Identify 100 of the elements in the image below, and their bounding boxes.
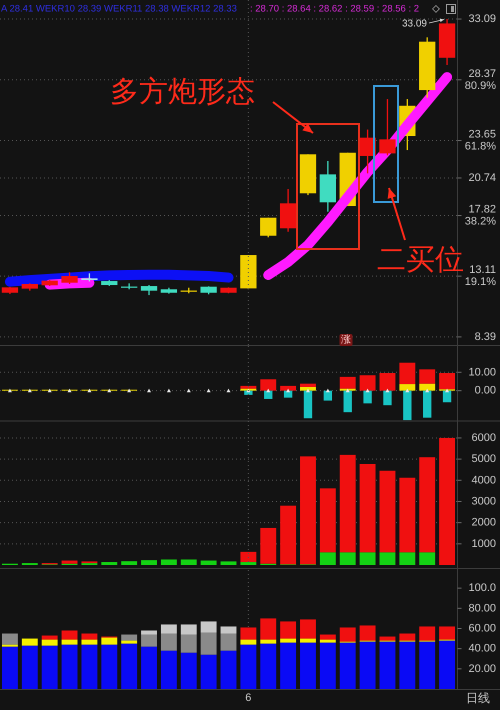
bar bbox=[320, 640, 336, 643]
y-tick-label: 0.00 bbox=[474, 384, 496, 397]
annotation: A 28.41 WEKR10 28.39 WEKR11 28.38 WEKR12 28.33 bbox=[1, 4, 237, 14]
bar bbox=[240, 552, 256, 562]
bar bbox=[399, 362, 416, 384]
y-tick-label: 1000 bbox=[472, 538, 496, 550]
bar bbox=[300, 384, 316, 387]
bar bbox=[240, 640, 256, 645]
bar bbox=[200, 632, 217, 655]
bar bbox=[280, 638, 296, 643]
bar bbox=[340, 627, 356, 642]
bar bbox=[260, 379, 276, 391]
bar bbox=[320, 488, 336, 552]
bar bbox=[380, 552, 396, 565]
bar bbox=[399, 634, 416, 641]
bar bbox=[160, 634, 177, 651]
candlestick bbox=[260, 217, 276, 238]
candlestick bbox=[61, 272, 78, 285]
bar bbox=[42, 636, 58, 640]
bar bbox=[220, 650, 236, 689]
bar bbox=[439, 373, 456, 390]
bar bbox=[141, 646, 157, 689]
bar bbox=[22, 638, 38, 646]
bar bbox=[380, 636, 396, 641]
y-tick-label: 60.00 bbox=[468, 622, 496, 634]
bar bbox=[419, 384, 436, 391]
bar bbox=[101, 562, 118, 565]
bar bbox=[160, 624, 177, 634]
y-tick-label: 5000 bbox=[472, 453, 496, 466]
bar bbox=[439, 640, 456, 689]
bar bbox=[101, 644, 118, 689]
bar bbox=[180, 634, 197, 653]
bar bbox=[121, 644, 138, 689]
bar bbox=[260, 640, 276, 644]
bar bbox=[180, 559, 197, 565]
bar bbox=[320, 634, 336, 640]
bar bbox=[399, 642, 416, 689]
bar bbox=[160, 650, 177, 689]
bar bbox=[22, 646, 38, 689]
y-tick-label: 17.82 38.2% bbox=[464, 204, 496, 228]
bar bbox=[62, 644, 78, 689]
bar bbox=[360, 552, 376, 565]
bar bbox=[121, 640, 138, 644]
bar bbox=[240, 627, 256, 640]
bar bbox=[304, 390, 312, 418]
bar bbox=[220, 626, 236, 634]
y-tick-label: 3000 bbox=[472, 495, 496, 508]
bar bbox=[260, 528, 276, 564]
bar bbox=[42, 640, 58, 646]
bar bbox=[399, 384, 416, 391]
y-tick-label: 20.74 bbox=[468, 172, 496, 184]
bar bbox=[300, 619, 316, 639]
y-tick-label: 8.39 bbox=[474, 330, 496, 343]
y-tick-label: 6000 bbox=[472, 432, 496, 444]
bar bbox=[419, 369, 436, 384]
bar bbox=[2, 646, 18, 689]
bar bbox=[81, 644, 98, 689]
y-tick-label: 20.00 bbox=[468, 662, 496, 675]
bar bbox=[280, 621, 296, 639]
bar bbox=[2, 634, 18, 645]
annotation: : 28.70 : 28.64 : 28.62 : 28.59 : 28.56 : 2 bbox=[250, 4, 420, 14]
bar bbox=[340, 376, 356, 389]
x-tick-label: 6 bbox=[245, 692, 252, 704]
bar bbox=[383, 390, 392, 406]
bar bbox=[300, 642, 316, 689]
bar bbox=[300, 386, 316, 391]
bar bbox=[380, 373, 396, 391]
bar bbox=[81, 634, 98, 640]
bar bbox=[280, 386, 296, 391]
bar bbox=[399, 552, 416, 565]
bar bbox=[320, 552, 336, 565]
bar bbox=[180, 652, 197, 689]
bar bbox=[121, 634, 138, 641]
bar bbox=[320, 642, 336, 689]
bar bbox=[200, 621, 217, 633]
bar bbox=[419, 552, 436, 565]
y-tick-label: 10.00 bbox=[468, 366, 496, 378]
y-tick-label: 40.00 bbox=[468, 642, 496, 655]
bar bbox=[419, 642, 436, 689]
bar bbox=[280, 642, 296, 689]
bar bbox=[180, 624, 197, 635]
bar bbox=[260, 644, 276, 689]
y-tick-label: 28.37 80.9% bbox=[464, 68, 496, 92]
y-tick-label: 33.09 bbox=[468, 13, 496, 26]
bar bbox=[360, 464, 376, 552]
bar bbox=[340, 454, 356, 552]
bar bbox=[62, 630, 78, 640]
bar bbox=[121, 561, 138, 565]
annotation: ◇ bbox=[432, 4, 440, 14]
y-tick-label: 13.11 19.1% bbox=[464, 264, 496, 288]
y-tick-label: 2000 bbox=[472, 516, 496, 529]
y-tick-label: 4000 bbox=[472, 474, 496, 486]
annotation: 二买位 bbox=[377, 244, 464, 276]
bar bbox=[240, 644, 256, 689]
y-tick-label: 23.65 61.8% bbox=[464, 128, 496, 153]
bar bbox=[200, 654, 217, 689]
bar bbox=[300, 456, 316, 564]
bar bbox=[380, 642, 396, 689]
x-axis-title: 日线 bbox=[466, 691, 490, 705]
bar bbox=[360, 625, 376, 641]
